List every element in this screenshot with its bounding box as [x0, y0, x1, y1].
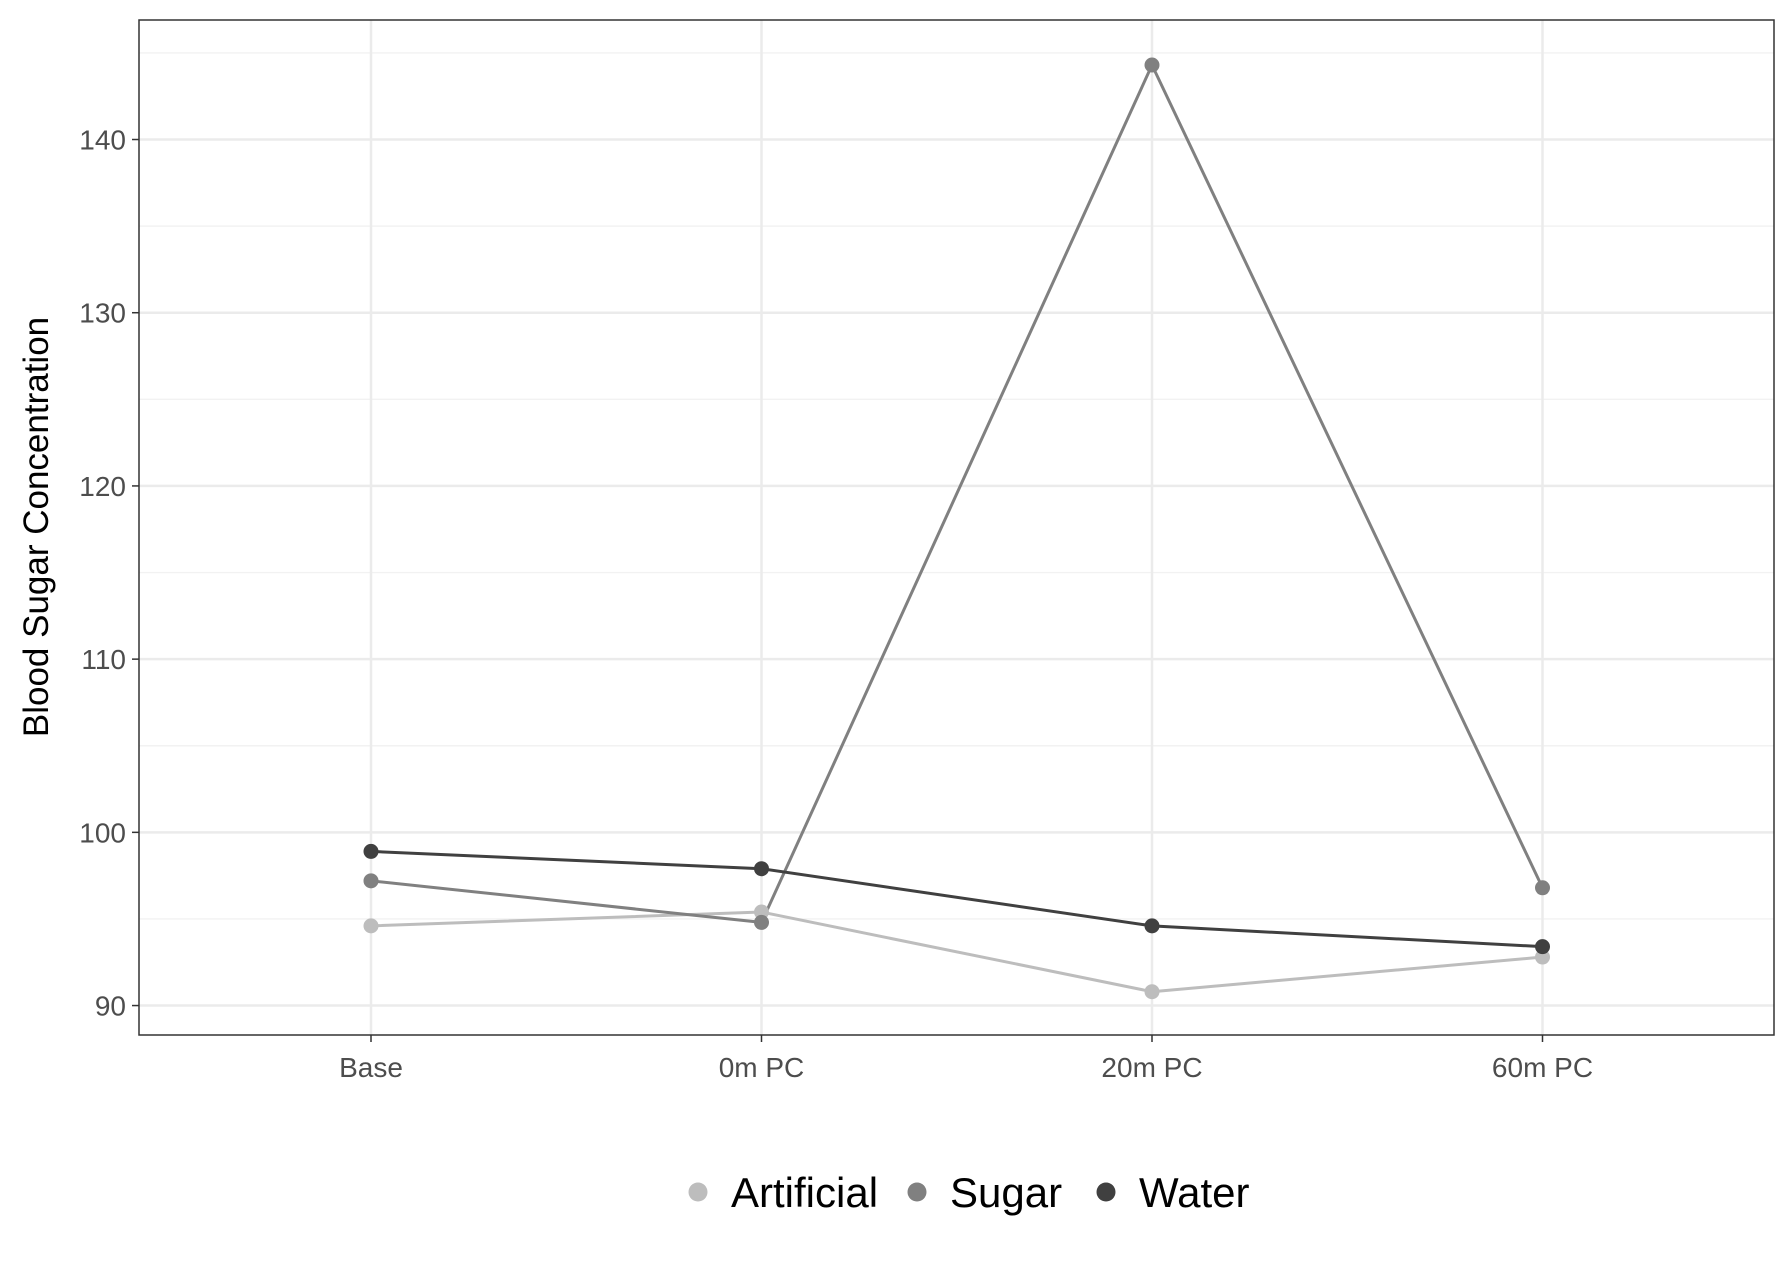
legend-key-water [1096, 1182, 1116, 1202]
legend: Artificial Sugar Water [688, 1169, 1249, 1216]
legend-label-artificial: Artificial [731, 1169, 878, 1216]
x-axis: Base 0m PC 20m PC 60m PC [339, 1035, 1593, 1083]
data-point-artificial [1144, 984, 1160, 1000]
y-axis-title: Blood Sugar Concentration [17, 317, 56, 737]
minor-gridlines [139, 52, 1774, 920]
y-axis: 90 100 110 120 130 140 [79, 125, 139, 1022]
data-point-water [754, 861, 769, 877]
plot-border [138, 19, 1775, 1036]
y-tick-label: 100 [79, 817, 126, 848]
legend-label-water: Water [1139, 1169, 1249, 1216]
series-line-sugar [370, 61, 1544, 925]
y-tick-label: 90 [95, 991, 126, 1022]
data-point-sugar [1535, 880, 1550, 896]
y-tick-label: 140 [79, 125, 126, 156]
x-tick-label: Base [339, 1052, 403, 1083]
series-line-water [370, 849, 1543, 949]
data-point-water [363, 843, 379, 859]
legend-key-sugar [907, 1182, 927, 1202]
data-point-artificial [1535, 949, 1550, 965]
data-point-sugar [1144, 57, 1160, 73]
major-gridlines [139, 20, 1774, 1035]
data-point-water [1535, 939, 1550, 955]
data-point-artificial [363, 918, 379, 934]
y-tick-label: 110 [81, 644, 126, 675]
series-line-artificial [370, 910, 1543, 994]
x-tick-label: 60m PC [1492, 1052, 1593, 1083]
series-layer [363, 57, 1550, 1000]
data-point-sugar [754, 914, 769, 930]
x-tick-label: 0m PC [719, 1052, 805, 1083]
legend-label-sugar: Sugar [950, 1169, 1062, 1216]
y-tick-label: 120 [79, 471, 126, 502]
legend-key-artificial [688, 1182, 708, 1202]
data-point-artificial [754, 904, 769, 920]
data-point-sugar [363, 873, 379, 889]
plot-panel [139, 20, 1774, 1035]
y-tick-label: 130 [79, 298, 126, 329]
data-point-water [1144, 918, 1160, 934]
x-tick-label: 20m PC [1101, 1052, 1202, 1083]
